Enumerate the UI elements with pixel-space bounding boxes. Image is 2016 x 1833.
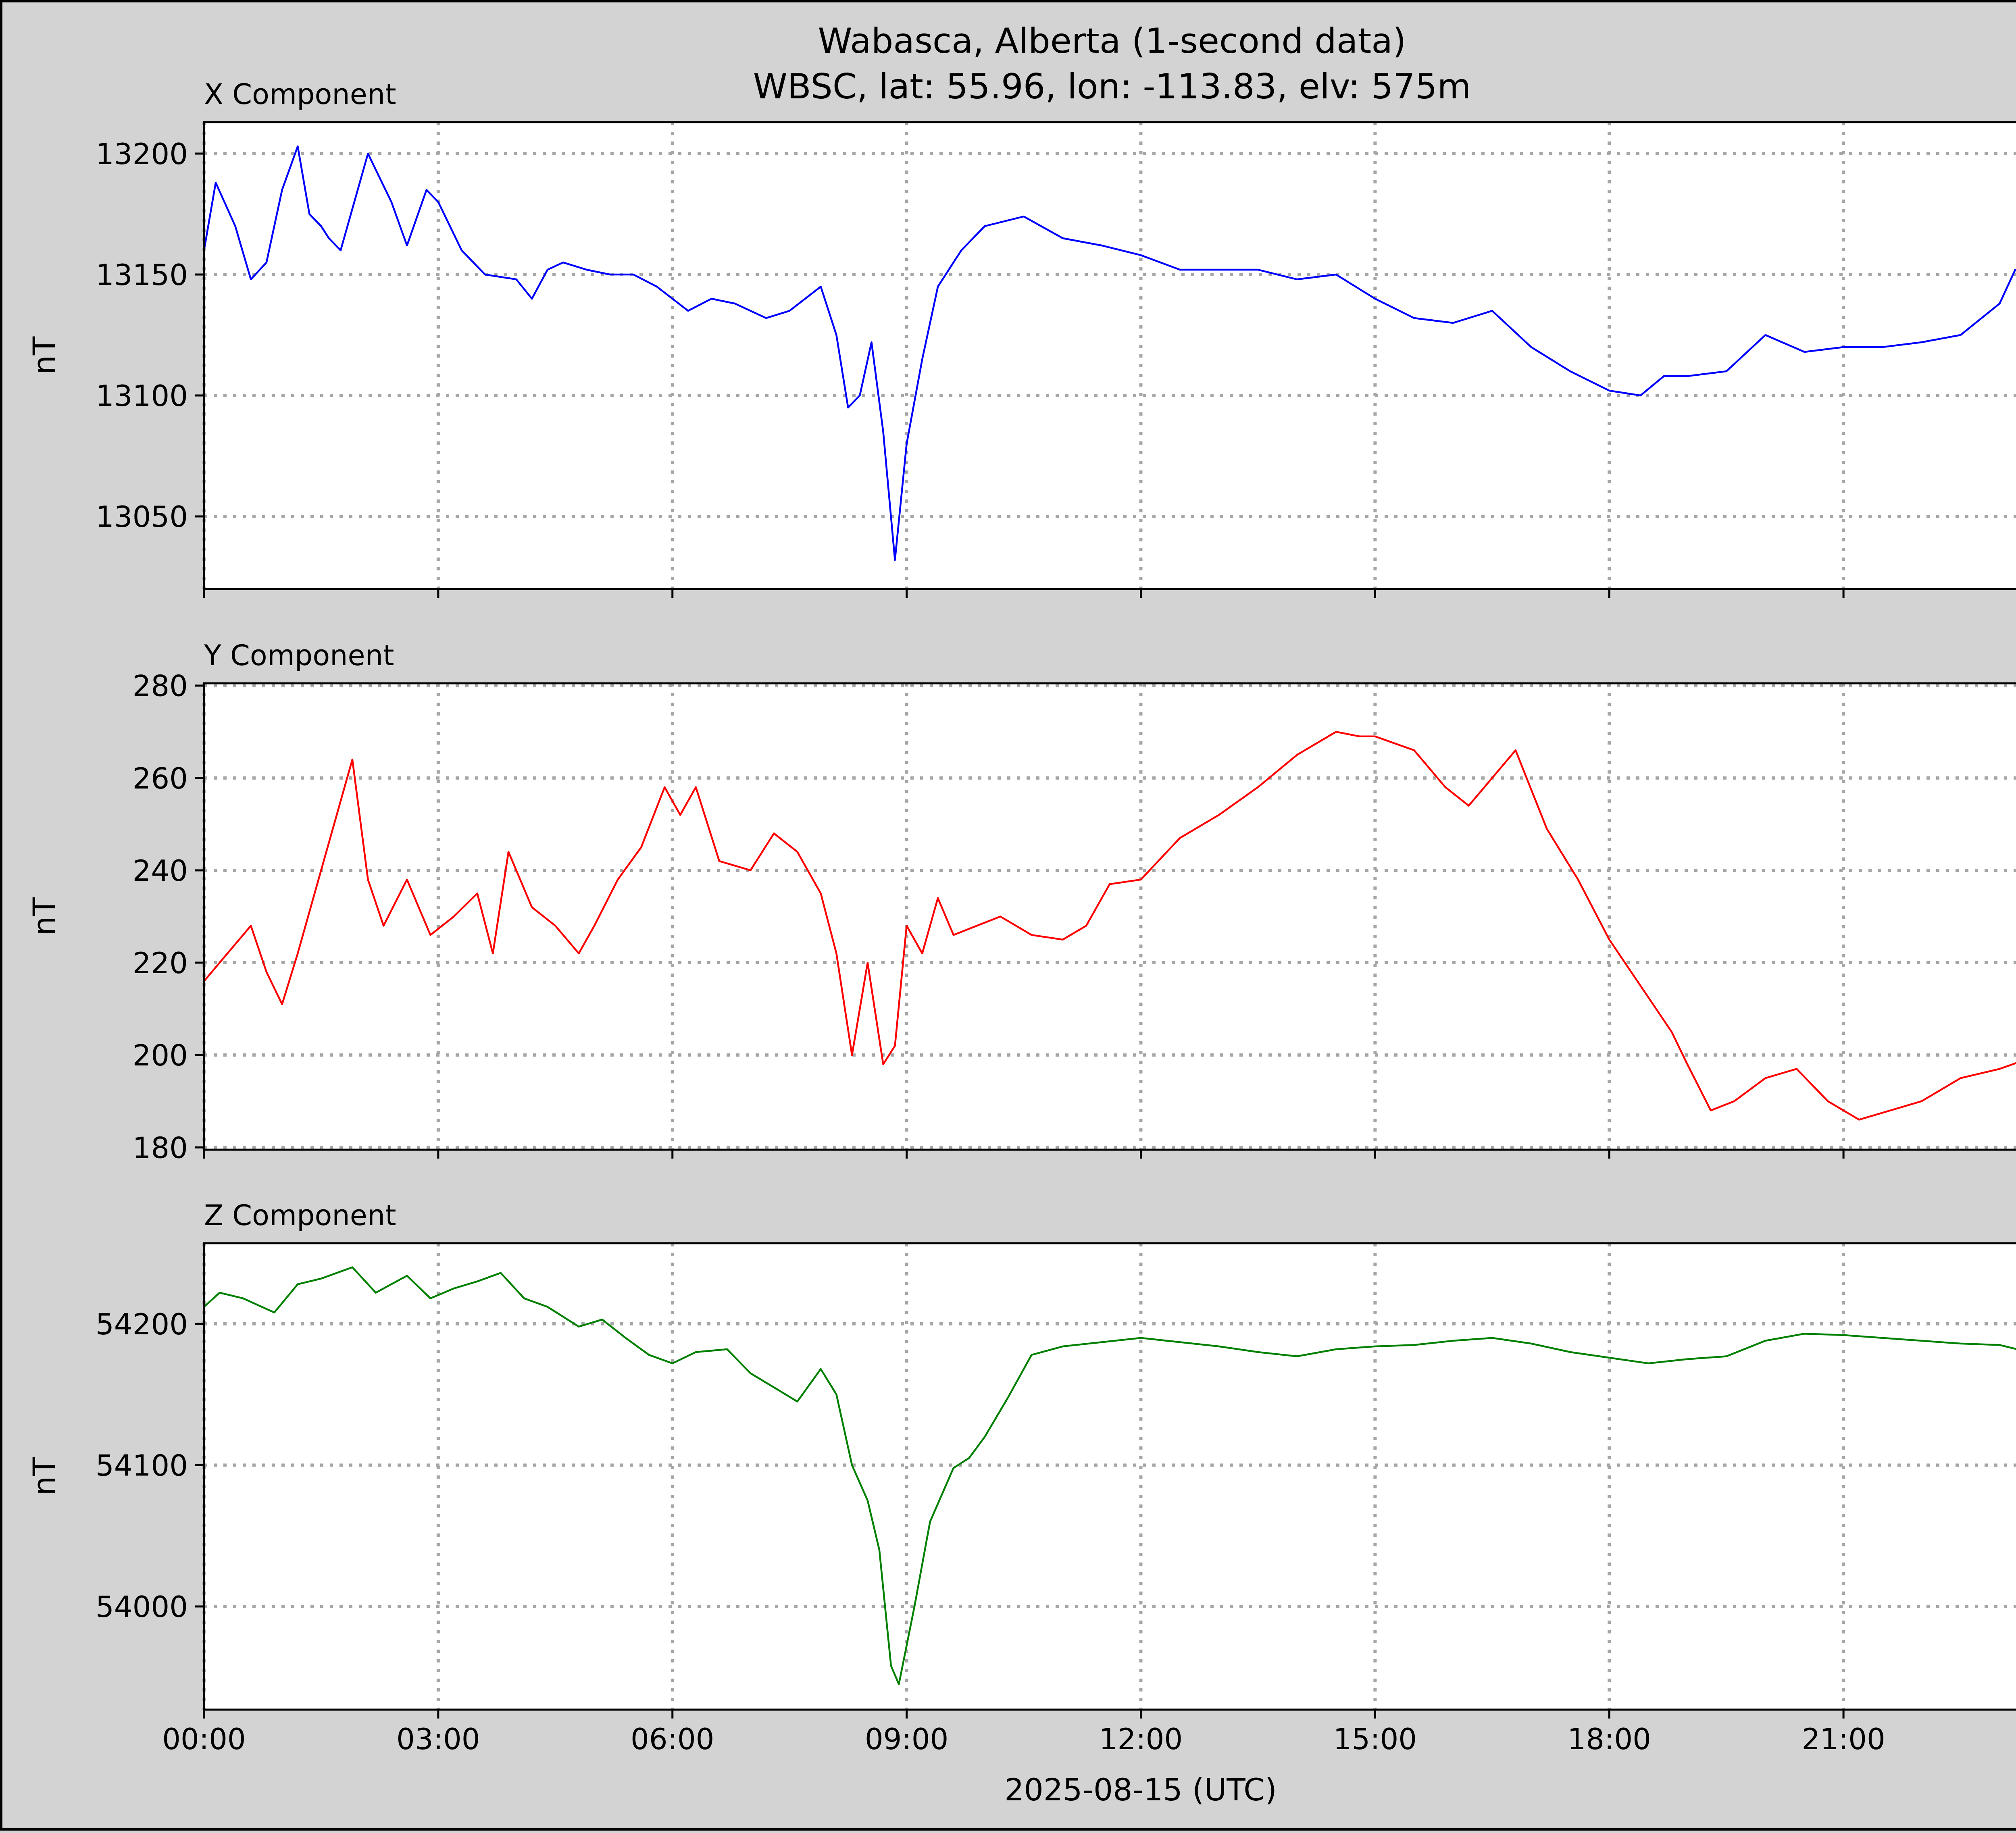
x-tick-label: 09:00	[865, 1722, 949, 1756]
y-tick-label: 260	[133, 761, 188, 795]
y-tick-label: 280	[133, 669, 188, 703]
panel-title: Z Component	[204, 1199, 396, 1232]
x-tick-label: 12:00	[1099, 1722, 1183, 1756]
plot-area	[204, 122, 2016, 589]
series-line	[203, 1266, 2016, 1685]
x-axis-label: 2025-08-15 (UTC)	[1004, 1772, 1277, 1808]
panel-title: Y Component	[204, 639, 394, 672]
y-tick-label: 13050	[96, 500, 188, 534]
y-tick-label: 240	[133, 854, 188, 888]
plot-area	[204, 1243, 2016, 1710]
panels: 13050 13100 13150 13200 X Component nT 180 200 2…	[26, 78, 2016, 1756]
y-tick-label: 13200	[96, 137, 188, 171]
plot-frame	[203, 121, 2016, 590]
y-tick-label: 13150	[96, 258, 188, 292]
figure-title-line1: Wabasca, Alberta (1-second data)	[818, 21, 1406, 61]
series-line	[203, 145, 2016, 561]
x-tick-label: 06:00	[631, 1722, 714, 1756]
panel-title: X Component	[204, 78, 396, 111]
figure-title-line2: WBSC, lat: 55.96, lon: -113.83, elv: 575…	[753, 67, 1471, 107]
y-tick-label: 220	[133, 946, 188, 980]
x-tick-label: 21:00	[1801, 1722, 1885, 1756]
panel-2: 00:00 03:00 06:00 09:00 12:00 15:00 18:00 21:00…	[26, 1199, 2016, 1756]
x-tick-label: 00:00	[162, 1722, 246, 1756]
y-axis-label: nT	[26, 1457, 62, 1496]
plot-area	[204, 683, 2016, 1150]
y-axis-label: nT	[26, 897, 62, 936]
y-tick-label: 180	[133, 1131, 188, 1165]
x-tick-label: 03:00	[396, 1722, 480, 1756]
y-tick-label: 200	[133, 1038, 188, 1072]
x-tick-label: 18:00	[1568, 1722, 1652, 1756]
plot-frame	[203, 1242, 2016, 1711]
y-tick-label: 54100	[96, 1448, 188, 1482]
series-line	[203, 731, 2016, 1121]
panel-0: 13050 13100 13150 13200 X Component nT	[26, 78, 2016, 598]
y-tick-label: 54200	[96, 1307, 188, 1341]
y-tick-label: 13100	[96, 379, 188, 413]
y-axis-label: nT	[26, 336, 62, 375]
y-tick-label: 54000	[96, 1590, 188, 1624]
panel-1: 180 200 220 240 260 280 Y Component nT	[26, 639, 2016, 1165]
plot-frame	[203, 682, 2016, 1151]
x-tick-label: 15:00	[1333, 1722, 1417, 1756]
